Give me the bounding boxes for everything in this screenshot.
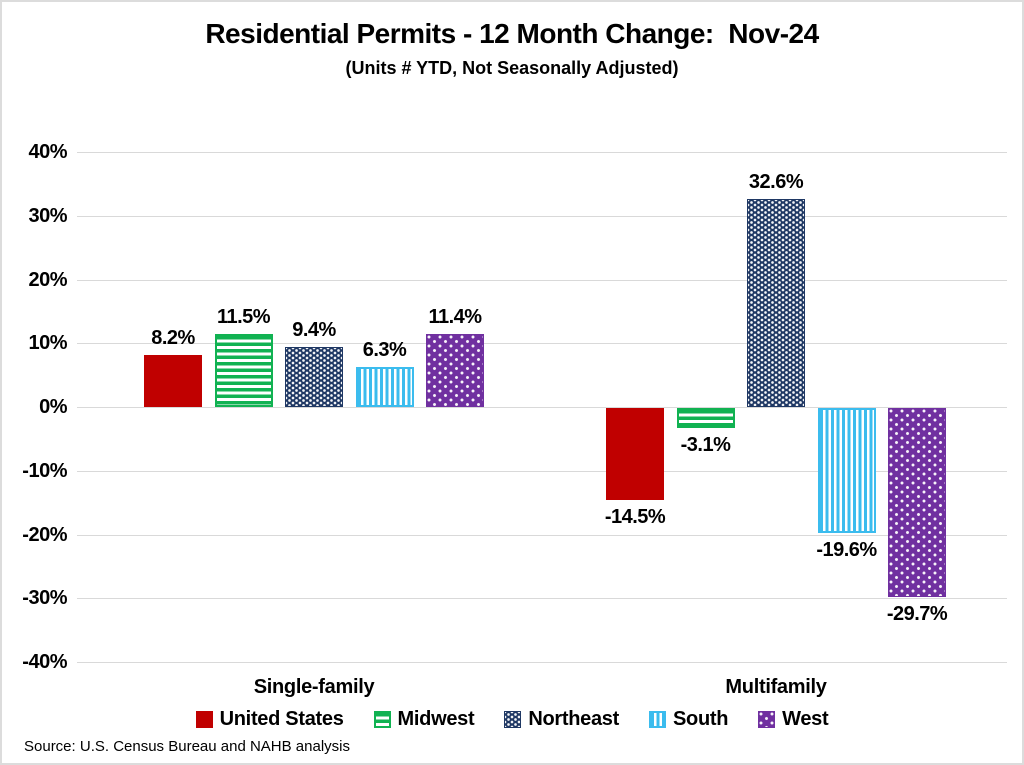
y-tick-label--30: -30% bbox=[22, 587, 67, 610]
y-tick-label-10: 10% bbox=[28, 332, 67, 355]
gridline--20 bbox=[77, 534, 1007, 536]
gridline-30 bbox=[77, 215, 1007, 217]
plot-area: 8.2% -14.5% 11.5% -3.1% 9.4% 32.6% 6.3% -19.6% 1… bbox=[77, 152, 1007, 663]
bar-label-single-family-west: 11.4% bbox=[428, 306, 482, 329]
bar-single-family-west bbox=[426, 334, 484, 407]
bar-multifamily-united-states bbox=[606, 408, 664, 501]
legend-swatch-united-states bbox=[195, 711, 213, 728]
legend-label-united-states: United States bbox=[219, 708, 344, 730]
legend-swatch-northeast bbox=[504, 711, 522, 728]
legend-label-midwest: Midwest bbox=[397, 708, 475, 730]
legend-item-northeast: Northeast bbox=[504, 708, 619, 731]
legend-item-midwest: Midwest bbox=[373, 708, 475, 731]
bar-multifamily-midwest bbox=[676, 408, 735, 428]
bar-label-multifamily-west: -29.7% bbox=[886, 603, 948, 626]
legend-item-south: South bbox=[648, 708, 729, 731]
bar-label-multifamily-united-states: -14.5% bbox=[604, 506, 666, 529]
chart-title: Residential Permits - 12 Month Change: N… bbox=[205, 18, 819, 49]
bar-multifamily-west bbox=[888, 408, 946, 598]
y-tick-label-20: 20% bbox=[28, 268, 67, 291]
legend-swatch-west bbox=[758, 711, 776, 728]
bar-single-family-south bbox=[355, 366, 414, 407]
chart-subtitle: (Units # YTD, Not Seasonally Adjusted) bbox=[345, 58, 679, 78]
bar-label-single-family-northeast: 9.4% bbox=[292, 319, 336, 342]
legend: United States Midwest Northeast South West bbox=[2, 708, 1022, 731]
bar-single-family-united-states bbox=[144, 354, 202, 407]
bar-label-multifamily-south: -19.6% bbox=[816, 538, 877, 561]
bar-label-single-family-united-states: 8.2% bbox=[151, 326, 195, 349]
legend-label-northeast: Northeast bbox=[528, 708, 619, 730]
legend-item-west: West bbox=[758, 708, 829, 731]
bar-multifamily-northeast bbox=[747, 199, 805, 407]
gridline--30 bbox=[77, 598, 1007, 600]
gridline-10 bbox=[77, 343, 1007, 345]
gridline--40 bbox=[77, 662, 1007, 663]
y-tick-label-30: 30% bbox=[28, 204, 67, 227]
gridline--10 bbox=[77, 470, 1007, 472]
bar-label-single-family-south: 6.3% bbox=[362, 338, 407, 361]
category-label-multifamily: Multifamily bbox=[725, 676, 827, 698]
legend-label-south: South bbox=[672, 708, 729, 730]
bar-label-multifamily-northeast: 32.6% bbox=[748, 171, 804, 194]
bar-label-multifamily-midwest: -3.1% bbox=[680, 433, 731, 456]
source-note: Source: U.S. Census Bureau and NAHB anal… bbox=[24, 738, 350, 755]
category-label-single-family: Single-family bbox=[253, 676, 375, 698]
legend-swatch-south bbox=[648, 711, 666, 728]
gridline-0 bbox=[77, 407, 1007, 408]
gridline-40 bbox=[77, 152, 1007, 153]
y-tick-label--10: -10% bbox=[22, 459, 67, 482]
y-tick-label--40: -40% bbox=[22, 651, 67, 673]
bar-single-family-northeast bbox=[285, 347, 343, 407]
legend-item-united-states: United States bbox=[195, 708, 344, 731]
bar-multifamily-south bbox=[817, 408, 876, 533]
legend-label-west: West bbox=[782, 708, 829, 730]
bar-label-single-family-midwest: 11.5% bbox=[216, 305, 271, 328]
gridline-20 bbox=[77, 279, 1007, 281]
y-tick-label-0: 0% bbox=[39, 396, 67, 418]
y-tick-label--20: -20% bbox=[22, 523, 67, 546]
y-tick-label-40: 40% bbox=[28, 141, 67, 163]
bar-single-family-midwest bbox=[214, 333, 273, 407]
legend-swatch-midwest bbox=[373, 711, 391, 728]
